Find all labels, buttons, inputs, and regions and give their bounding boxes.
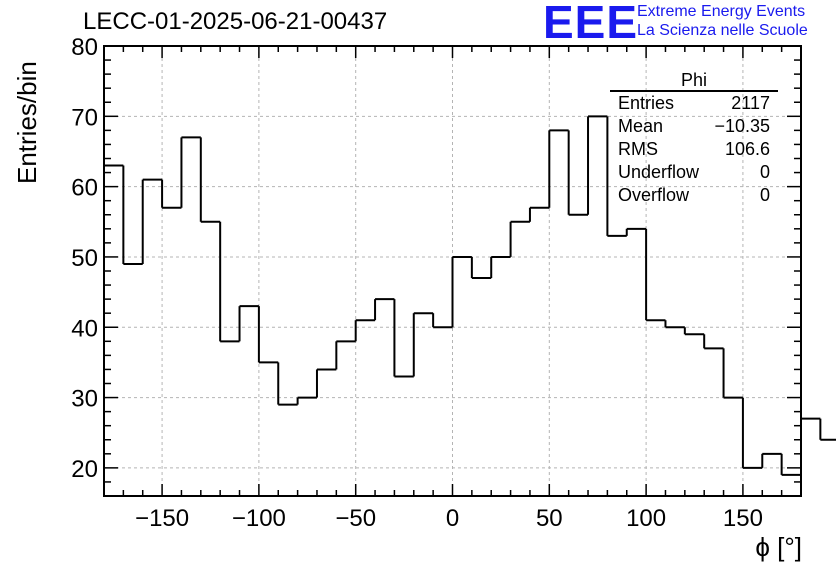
stats-label: Underflow xyxy=(618,162,700,182)
stats-box: Phi Entries 2117 Mean −10.35 RMS 106.6 U… xyxy=(610,70,778,207)
eee-logo: EEE xyxy=(543,0,639,48)
logo-caption-line-2: La Scienza nelle Scuole xyxy=(637,22,808,39)
eee-logo-caption: Extreme Energy Events La Scienza nelle S… xyxy=(637,2,808,40)
stats-row-mean: Mean −10.35 xyxy=(610,115,778,138)
stats-value: 2117 xyxy=(731,93,770,113)
tick-labels: −150 −100 −50 0 50 100 150 20 30 40 50 60 70 80 xyxy=(71,34,763,532)
stats-row-underflow: Underflow 0 xyxy=(610,161,778,184)
y-tick-label: 40 xyxy=(71,315,98,342)
x-tick-label: −50 xyxy=(335,505,376,532)
y-tick-label: 80 xyxy=(71,34,98,61)
y-tick-label: 30 xyxy=(71,386,98,413)
stats-value: 0 xyxy=(759,185,770,205)
stats-row-entries: Entries 2117 xyxy=(610,92,778,115)
stats-label: Overflow xyxy=(618,185,690,205)
axes xyxy=(103,45,802,497)
stats-row-overflow: Overflow 0 xyxy=(610,184,778,207)
y-tick-label: 60 xyxy=(71,175,98,202)
x-tick-label: −150 xyxy=(135,505,189,532)
stats-row-rms: RMS 106.6 xyxy=(610,138,778,161)
y-tick-label: 50 xyxy=(71,245,98,272)
x-axis-label: ϕ [°] xyxy=(755,532,802,562)
y-axis-label: Entries/bin xyxy=(12,61,42,184)
run-title: LECC-01-2025-06-21-00437 xyxy=(83,8,388,35)
stats-value: −10.35 xyxy=(714,116,770,136)
y-tick-label: 70 xyxy=(71,104,98,131)
stats-value: 0 xyxy=(759,162,770,182)
stats-label: Entries xyxy=(618,93,675,113)
stats-box-title: Phi xyxy=(610,70,778,92)
stats-label: Mean xyxy=(618,116,664,136)
stats-label: RMS xyxy=(618,139,658,159)
stats-value: 106.6 xyxy=(724,139,770,159)
y-tick-label: 20 xyxy=(71,456,98,483)
x-tick-label: 0 xyxy=(446,505,459,532)
logo-caption-line-1: Extreme Energy Events xyxy=(637,3,806,20)
x-tick-label: 150 xyxy=(723,505,763,532)
x-tick-label: 100 xyxy=(626,505,666,532)
x-tick-label: 50 xyxy=(536,505,563,532)
x-tick-label: −100 xyxy=(232,505,286,532)
